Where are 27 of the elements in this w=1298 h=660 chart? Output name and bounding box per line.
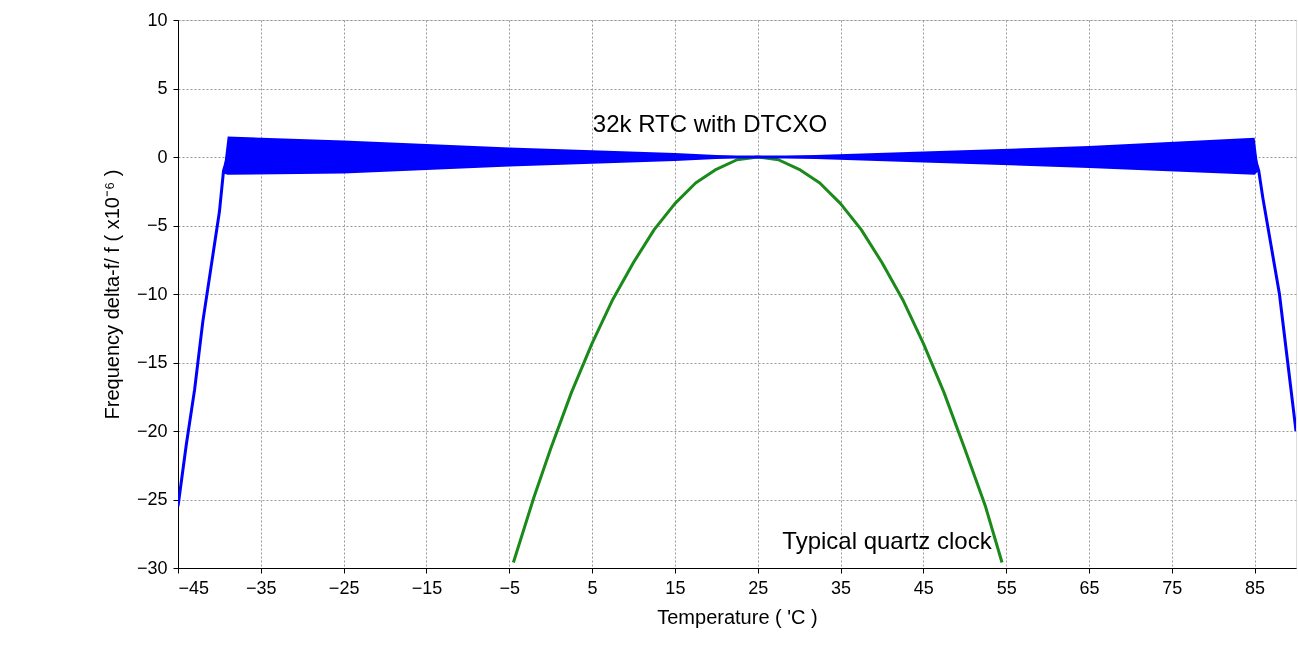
y-tick-label: −5 [146,215,168,235]
x-tick-label: 55 [996,577,1017,598]
y-tick-label: 5 [157,78,168,98]
x-tick-label: 5 [587,577,598,598]
y-tick-label: −10 [136,283,168,304]
y-tick-label: −20 [136,420,168,441]
x-tick-label: −15 [411,577,443,598]
x-tick-label: 45 [913,577,934,598]
y-tick-label: −25 [136,489,168,509]
x-tick-label: 85 [1245,577,1266,598]
x-tick-label: −35 [246,577,277,598]
x-tick-label: 15 [665,577,686,598]
y-axis-title: Frequency delta-f/ f ( x10⁻⁶ ) [100,169,123,420]
x-tick-label: −25 [328,577,360,598]
series-label: 32k RTC with DTCXO [592,110,828,137]
x-axis-title: Temperature ( 'C ) [657,605,818,628]
y-tick-label: −30 [136,557,168,578]
y-tick-label: 10 [147,9,168,30]
x-tick-label: 75 [1162,577,1183,598]
x-tick-label: 25 [748,577,769,598]
x-tick-label: 65 [1079,577,1100,598]
series-label: Typical quartz clock [782,527,993,554]
y-tick-label: 0 [157,146,168,167]
y-tick-label: −15 [136,352,168,372]
x-tick-label: −5 [499,577,521,598]
x-tick-label: −45 [178,577,210,598]
x-tick-label: 35 [831,577,852,598]
